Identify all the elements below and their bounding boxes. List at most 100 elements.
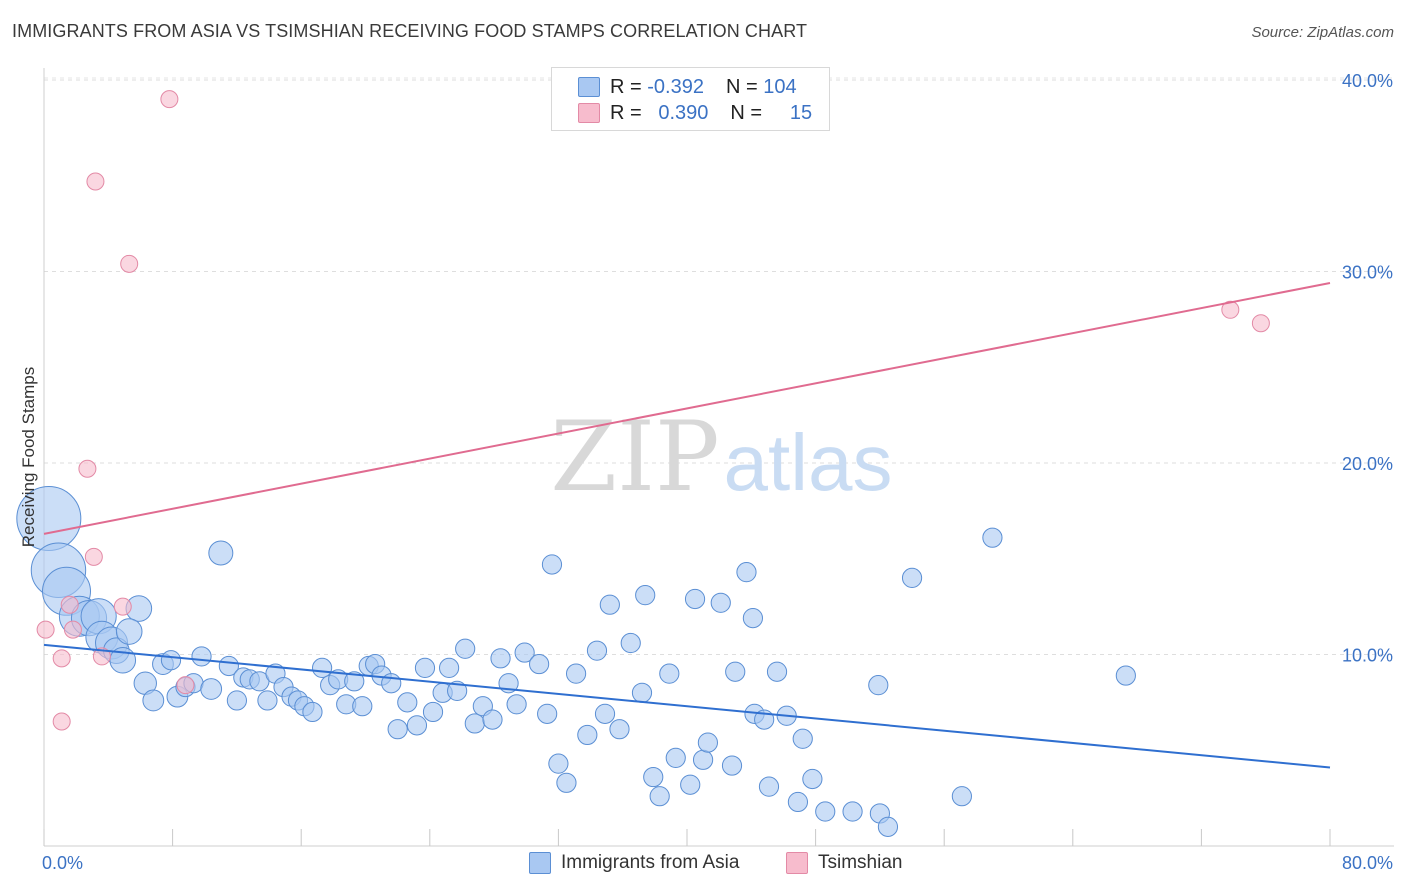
asia-point bbox=[692, 749, 714, 770]
asia-point bbox=[982, 527, 1003, 548]
tsimshian-point bbox=[52, 649, 71, 668]
asia-point bbox=[802, 768, 823, 790]
asia-point bbox=[565, 663, 587, 684]
asia-point bbox=[710, 592, 731, 613]
legend-swatch-asia bbox=[578, 77, 600, 97]
legend-r-label: R = bbox=[610, 101, 642, 124]
x-tick-label: 80.0% bbox=[1342, 853, 1393, 873]
tsimshian-point bbox=[84, 547, 103, 566]
asia-point bbox=[142, 689, 165, 712]
asia-point bbox=[447, 680, 468, 701]
asia-point bbox=[514, 642, 535, 663]
asia-point bbox=[455, 638, 476, 659]
asia-point bbox=[397, 692, 418, 713]
watermark-atlas: atlas bbox=[724, 418, 893, 507]
tsimshian-point bbox=[52, 712, 71, 731]
tsimshian-point bbox=[63, 620, 82, 639]
legend-r-value: -0.392 bbox=[647, 75, 704, 98]
asia-point bbox=[344, 671, 365, 692]
asia-point bbox=[200, 678, 223, 700]
asia-point bbox=[414, 657, 436, 679]
asia-point bbox=[490, 648, 511, 669]
asia-trend-line bbox=[43, 643, 1331, 769]
asia-point bbox=[766, 661, 788, 682]
watermark: ZIP atlas bbox=[550, 401, 892, 513]
tsimshian-point bbox=[36, 620, 55, 639]
correlation-legend: R = -0.392 N = 104 R = 0.390 N = 15 bbox=[551, 67, 830, 131]
tsimshian-point bbox=[92, 647, 111, 666]
asia-point bbox=[438, 657, 460, 679]
asia-point bbox=[631, 682, 653, 703]
series-tsimshian bbox=[36, 90, 1270, 731]
legend-r-value: 0.390 bbox=[658, 101, 709, 124]
asia-point bbox=[302, 701, 323, 723]
asia-point bbox=[352, 696, 373, 717]
tsimshian-point bbox=[120, 254, 139, 273]
legend-r-label: R = bbox=[610, 75, 642, 98]
asia-point bbox=[635, 585, 656, 606]
asia-point bbox=[643, 766, 664, 788]
tsimshian-point bbox=[113, 597, 132, 616]
tick-labels: 10.0% 20.0% 30.0% 40.0% 0.0% 80.0% bbox=[42, 71, 1393, 873]
y-tick-label: 40.0% bbox=[1342, 71, 1393, 91]
tsimshian-point bbox=[1251, 314, 1270, 333]
asia-point bbox=[422, 701, 444, 723]
asia-point bbox=[684, 588, 706, 610]
y-tick-label: 30.0% bbox=[1342, 263, 1393, 283]
legend-n-label: N = bbox=[725, 75, 758, 98]
legend-n-value: 104 bbox=[763, 75, 797, 98]
x-tick-label: 0.0% bbox=[42, 853, 83, 873]
legend-n-label: N = bbox=[730, 101, 763, 124]
tsimshian-point bbox=[86, 172, 105, 191]
asia-point bbox=[482, 709, 503, 730]
asia-point bbox=[594, 703, 616, 724]
bottom-legend-label-tsimshian: Tsimshian bbox=[818, 852, 903, 873]
y-tick-label: 10.0% bbox=[1342, 646, 1393, 666]
bottom-legend-tsimshian: Tsimshian bbox=[786, 852, 902, 874]
tsimshian-point bbox=[78, 459, 97, 478]
asia-point bbox=[208, 540, 234, 566]
asia-point bbox=[406, 715, 428, 736]
asia-point bbox=[160, 650, 182, 671]
legend-row-asia: R = -0.392 N = 104 bbox=[578, 74, 797, 100]
asia-point bbox=[529, 653, 550, 675]
asia-point bbox=[537, 703, 558, 724]
asia-point bbox=[506, 694, 527, 715]
asia-point bbox=[311, 657, 333, 679]
asia-point bbox=[464, 713, 485, 734]
chart-title: IMMIGRANTS FROM ASIA VS TSIMSHIAN RECEIV… bbox=[12, 21, 808, 41]
legend-n-value: 15 bbox=[789, 101, 813, 124]
bottom-legend-swatch-asia bbox=[529, 852, 551, 874]
asia-point bbox=[951, 786, 972, 807]
asia-point bbox=[742, 608, 764, 629]
asia-point bbox=[787, 791, 809, 813]
asia-point bbox=[665, 747, 686, 769]
asia-point bbox=[697, 732, 718, 753]
asia-point bbox=[577, 724, 598, 746]
asia-point bbox=[680, 774, 701, 795]
asia-point bbox=[649, 786, 670, 807]
tsimshian-point bbox=[176, 676, 195, 695]
asia-point bbox=[226, 690, 247, 711]
watermark-zip: ZIP bbox=[550, 401, 719, 513]
asia-point bbox=[792, 728, 813, 749]
asia-point bbox=[191, 646, 212, 667]
asia-point bbox=[842, 801, 863, 822]
asia-point bbox=[815, 801, 836, 822]
bottom-legend-label-asia: Immigrants from Asia bbox=[561, 852, 740, 873]
tsimshian-point bbox=[1221, 300, 1240, 319]
asia-point bbox=[387, 719, 408, 740]
asia-point bbox=[901, 567, 923, 589]
asia-point bbox=[721, 755, 743, 776]
series-immigrants-from-asia bbox=[16, 486, 1136, 837]
asia-point bbox=[541, 554, 563, 575]
asia-point bbox=[548, 753, 569, 774]
asia-point bbox=[257, 690, 278, 711]
tsimshian-point bbox=[160, 90, 179, 109]
trend-lines bbox=[43, 282, 1331, 769]
legend-swatch-tsimshian bbox=[578, 103, 600, 123]
source-label: Source: ZipAtlas.com bbox=[1251, 24, 1394, 41]
bottom-legend-swatch-tsimshian bbox=[786, 852, 808, 874]
tsimshian-trend-line bbox=[43, 282, 1331, 535]
asia-point bbox=[609, 719, 630, 740]
